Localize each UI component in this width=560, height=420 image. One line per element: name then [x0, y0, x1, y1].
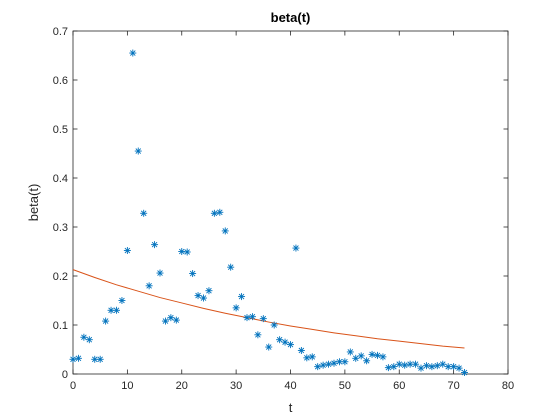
data-point	[74, 354, 82, 362]
data-point	[439, 360, 447, 368]
data-point	[265, 343, 273, 351]
chart-title: beta(t)	[271, 10, 311, 25]
y-tick-label: 0.2	[53, 271, 68, 283]
data-point	[189, 270, 197, 278]
data-point	[281, 338, 289, 346]
axes-box	[72, 30, 509, 375]
data-point	[444, 363, 452, 371]
x-tick-label: 70	[448, 380, 460, 392]
data-point	[433, 362, 441, 370]
y-tick-label: 0.6	[53, 75, 68, 87]
data-point	[227, 263, 235, 271]
x-tick-label: 50	[339, 380, 351, 392]
x-axis-label: t	[289, 400, 293, 415]
data-point	[412, 360, 420, 368]
x-tick-label: 80	[502, 380, 514, 392]
data-point	[428, 363, 436, 371]
data-point	[461, 369, 468, 377]
data-point	[80, 333, 88, 341]
data-point	[287, 341, 294, 349]
data-point	[118, 297, 126, 304]
data-point	[167, 314, 175, 322]
x-tick-label: 40	[284, 380, 296, 392]
data-point	[254, 331, 262, 339]
data-point	[319, 361, 327, 369]
data-point	[325, 360, 333, 368]
data-point	[161, 317, 169, 325]
y-tick-label: 0.7	[53, 26, 68, 38]
x-tick-label: 60	[393, 380, 405, 392]
x-tick-label: 20	[176, 380, 188, 392]
data-point	[140, 209, 148, 217]
data-point	[297, 346, 305, 354]
x-tick-label: 10	[121, 380, 133, 392]
x-tick-label: 30	[230, 380, 242, 392]
data-point	[216, 208, 224, 216]
y-axis-label: beta(t)	[26, 184, 41, 222]
fit-line	[72, 269, 465, 349]
data-point	[401, 361, 409, 369]
data-point	[259, 315, 267, 323]
data-point	[178, 248, 186, 255]
y-tick-label: 0.5	[53, 124, 68, 136]
data-point	[69, 355, 77, 363]
data-point	[156, 269, 164, 277]
data-point	[85, 336, 93, 344]
data-point	[314, 363, 322, 371]
data-point	[145, 282, 153, 290]
data-point	[357, 352, 365, 360]
data-point	[308, 353, 316, 361]
y-tick-label: 0.3	[53, 222, 68, 234]
data-point	[395, 360, 403, 368]
data-point	[96, 355, 104, 363]
data-point	[450, 363, 458, 371]
data-point	[422, 362, 430, 370]
data-point	[151, 241, 159, 249]
data-point	[346, 348, 354, 356]
data-point	[374, 351, 381, 359]
data-point	[243, 314, 251, 322]
ticks: 0 10 20 30 40 50 60 70 80 0 0.1 0.2 0.3 0.4 0.5 0.6 0.7	[53, 26, 514, 392]
data-point	[363, 357, 371, 365]
data-point	[205, 287, 213, 295]
data-point	[417, 364, 425, 372]
data-point	[200, 294, 207, 302]
data-point	[384, 364, 392, 372]
y-tick-label: 0	[62, 369, 68, 381]
y-tick-label: 0.1	[53, 320, 68, 332]
data-point	[455, 364, 463, 372]
data-point	[232, 304, 240, 312]
data-point	[270, 321, 278, 329]
data-point	[330, 359, 338, 367]
data-point	[368, 350, 376, 358]
data-point	[352, 354, 360, 362]
x-tick-label: 0	[70, 380, 76, 392]
plot-area: 0 10 20 30 40 50 60 70 80 0 0.1 0.2 0.3 0.4 0.5 0.6 0.7	[53, 26, 514, 392]
data-point	[248, 313, 256, 321]
data-point	[303, 354, 311, 362]
data-point	[183, 248, 191, 256]
data-point	[341, 358, 349, 366]
data-point	[91, 355, 99, 363]
markers-layer	[69, 49, 468, 377]
data-point	[123, 247, 131, 255]
data-point	[379, 353, 387, 361]
data-point	[238, 293, 246, 301]
data-point	[129, 49, 137, 57]
data-point	[194, 292, 202, 300]
data-point	[172, 316, 180, 324]
data-point	[210, 209, 218, 217]
data-point	[113, 306, 120, 314]
data-point	[276, 336, 284, 344]
data-point	[102, 317, 110, 325]
data-point	[134, 147, 142, 155]
data-point	[390, 363, 398, 371]
data-point	[107, 306, 115, 314]
data-point	[221, 227, 229, 235]
data-point	[292, 244, 300, 252]
fit-line-layer	[72, 269, 465, 349]
y-tick-label: 0.4	[53, 173, 68, 185]
